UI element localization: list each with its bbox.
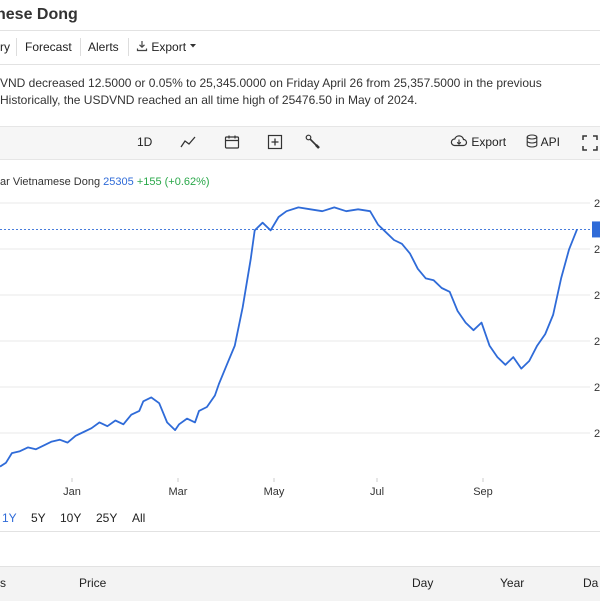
export-label: Export (151, 40, 187, 54)
x-tick-label: Sep (473, 486, 493, 498)
divider (128, 38, 129, 56)
table-header: s Price Day Year Da (0, 566, 600, 601)
api-label: API (540, 135, 561, 149)
database-icon (526, 134, 538, 148)
column-header-price[interactable]: Price (79, 576, 107, 590)
chart-toolbar: 1D Export API (0, 126, 600, 160)
column-header-year[interactable]: Year (500, 576, 525, 590)
series-line (0, 206, 578, 468)
x-tick-label: May (264, 486, 285, 498)
y-tick-label: 2 (594, 198, 600, 210)
range-10y[interactable]: 10Y (60, 511, 82, 525)
fullscreen-icon[interactable] (582, 135, 598, 151)
nav-item-history[interactable]: ry (0, 40, 10, 54)
nav-item-alerts[interactable]: Alerts (88, 40, 119, 54)
x-tick-label: Mar (169, 486, 188, 498)
summary-line-1: VND decreased 12.5000 or 0.05% to 25,345… (0, 76, 542, 90)
caret-down-icon (190, 44, 197, 48)
divider (16, 38, 17, 56)
action-bar: ry Forecast Alerts Export (0, 30, 600, 65)
y-tick-label: 2 (594, 428, 600, 440)
api-button[interactable]: API (526, 134, 560, 149)
price-chart[interactable]: 2 2 2 2 2 2 Jan Mar May Jul Sep (0, 158, 600, 503)
column-header-day[interactable]: Day (412, 576, 434, 590)
wrench-icon[interactable] (305, 134, 321, 150)
divider (80, 38, 81, 56)
range-25y[interactable]: 25Y (96, 511, 118, 525)
nav-item-export[interactable]: Export (136, 40, 197, 54)
range-selector: 1Y 5Y 10Y 25Y All (0, 503, 600, 531)
x-tick-label: Jan (63, 486, 81, 498)
legend-series-name: ar Vietnamese Dong (0, 176, 101, 188)
chart-export-button[interactable]: Export (450, 134, 506, 149)
chart-export-label: Export (471, 135, 507, 149)
column-header-name[interactable]: s (0, 576, 6, 590)
divider (0, 531, 600, 532)
summary-text: VND decreased 12.5000 or 0.05% to 25,345… (0, 75, 600, 109)
title-bar: nese Dong (0, 0, 600, 31)
chart-legend: ar Vietnamese Dong 25305 +155 (+0.62%) (0, 176, 210, 188)
y-tick-label: 2 (594, 382, 600, 394)
add-indicator-icon[interactable] (267, 134, 283, 150)
legend-value: 25305 (103, 176, 134, 188)
download-icon (136, 41, 148, 52)
last-value-marker (592, 221, 600, 238)
legend-change: +155 (+0.62%) (136, 176, 210, 188)
interval-button[interactable]: 1D (137, 135, 153, 149)
nav-item-forecast[interactable]: Forecast (25, 40, 72, 54)
page-title: nese Dong (0, 6, 78, 23)
range-5y[interactable]: 5Y (31, 511, 46, 525)
y-tick-label: 2 (594, 290, 600, 302)
calendar-icon[interactable] (224, 134, 240, 150)
y-tick-label: 2 (594, 244, 600, 256)
line-chart-icon[interactable] (180, 135, 196, 149)
x-tick-label: Jul (370, 486, 384, 498)
summary-line-2: Historically, the USDVND reached an all … (0, 93, 418, 107)
column-header-date[interactable]: Da (583, 576, 599, 590)
range-1y[interactable]: 1Y (2, 511, 17, 525)
y-tick-label: 2 (594, 336, 600, 348)
cloud-download-icon (450, 135, 468, 147)
range-all[interactable]: All (132, 511, 146, 525)
